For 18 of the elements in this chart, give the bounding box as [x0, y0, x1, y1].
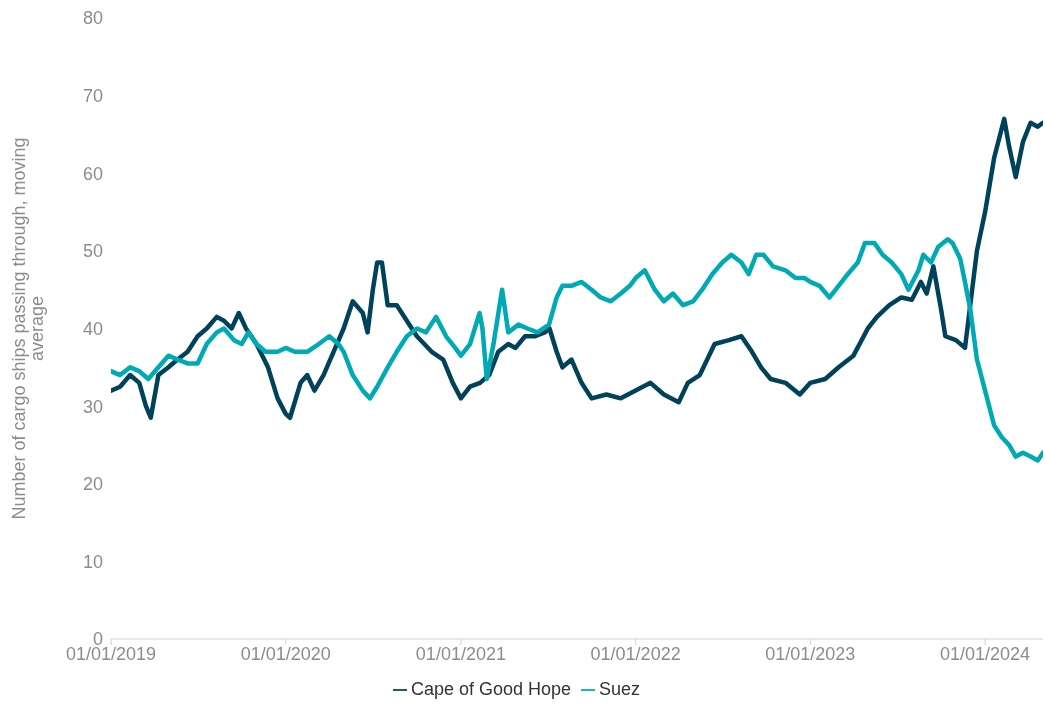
- y-tick-label: 70: [82, 86, 103, 107]
- y-tick-label: 30: [82, 396, 103, 417]
- legend-label: Cape of Good Hope: [410, 679, 572, 699]
- x-tick-label: 01/01/2022: [590, 643, 681, 664]
- y-tick-label: 50: [82, 241, 103, 262]
- x-tick-label: 01/01/2024: [940, 643, 1031, 664]
- x-tick-label: 01/01/2021: [415, 643, 506, 664]
- y-tick-label: 40: [82, 318, 103, 339]
- line-series: [111, 116, 1043, 421]
- y-tick-label: 10: [82, 551, 103, 572]
- legend-label: Suez: [599, 679, 641, 699]
- line-series: [111, 236, 1043, 463]
- x-tick-label: 01/01/2023: [765, 643, 856, 664]
- x-tick-label: 01/01/2020: [240, 643, 331, 664]
- y-tick-label: 80: [82, 8, 103, 29]
- y-tick-label: 60: [82, 163, 103, 184]
- y-axis-title: Number of cargo ships passing through, moving average: [9, 137, 48, 520]
- y-tick-label: 20: [82, 474, 103, 495]
